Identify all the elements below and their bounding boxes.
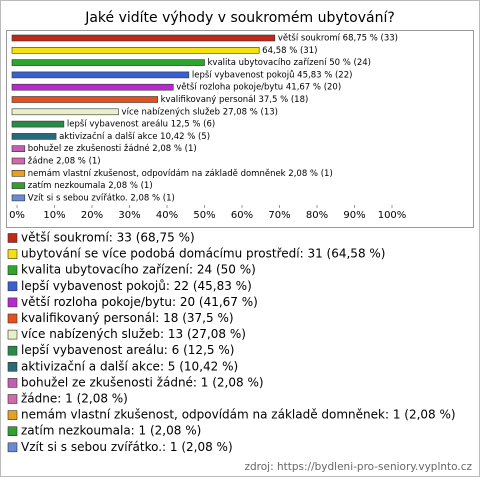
data-label: větší soukromí 68,75 % (33)	[278, 33, 398, 44]
bar	[11, 96, 158, 103]
legend-swatch	[7, 281, 18, 292]
legend-label: větší rozloha pokoje/bytu: 20 (41,67 %)	[21, 295, 258, 309]
legend-label: lepší vybavenost pokojů: 22 (45,83 %)	[21, 279, 252, 293]
bar	[11, 108, 119, 116]
legend-swatch	[7, 361, 18, 372]
data-label: větší rozloha pokoje/bytu 41,67 % (20)	[176, 82, 341, 93]
bar	[11, 71, 190, 79]
x-tick-label: 30%	[118, 210, 140, 221]
legend-swatch	[7, 442, 18, 453]
data-label: lepší vybavenost pokojů 45,83 % (22)	[192, 69, 353, 80]
x-tick-label: 20%	[81, 210, 103, 221]
x-tick-label: 50%	[193, 210, 215, 221]
legend-swatch	[7, 233, 18, 243]
legend-label: žádne: 1 (2,08 %)	[21, 392, 128, 406]
legend-label: Vzít si s sebou zvířátko.: 1 (2,08 %)	[21, 440, 233, 454]
x-tick-label: 100%	[378, 210, 407, 221]
bar	[11, 34, 276, 42]
data-label: žádne 2,08 % (1)	[28, 157, 101, 167]
legend-label: ubytování se více podobá domácímu prostř…	[21, 247, 385, 261]
legend-label: kvalita ubytovacího zařízení: 24 (50 %)	[21, 263, 256, 277]
data-label: kvalita ubytovacího zařízení 50 % (24)	[208, 58, 371, 68]
bar	[11, 133, 57, 140]
legend-label: nemám vlastní zkušenost, odpovídám na zá…	[21, 408, 456, 422]
legend-swatch	[7, 426, 18, 437]
bar	[11, 46, 260, 54]
data-label: zatím nezkoumala 2,08 % (1)	[28, 181, 153, 191]
legend-label: lepší vybavenost areálu: 6 (12,5 %)	[21, 343, 234, 357]
data-label: Vzít si s sebou zvířátko. 2,08 % (1)	[28, 193, 175, 203]
data-label: bohužel ze zkušenosti žádné 2,08 % (1)	[28, 143, 197, 154]
legend-label: bohužel ze zkušenosti žádné: 1 (2,08 %)	[21, 375, 264, 389]
x-tick-label: 80%	[306, 210, 328, 221]
data-label: aktivizační a další akce 10,42 % (5)	[59, 131, 210, 142]
data-label: lepší vybavenost areálu 12,5 % (6)	[67, 119, 215, 130]
source: zdroj: https://bydleni-pro-seniory.vypln…	[245, 461, 473, 473]
x-tick-label: 0%	[9, 210, 25, 221]
legend-swatch	[7, 313, 18, 324]
legend-label: zatím nezkoumala: 1 (2,08 %)	[21, 424, 201, 438]
data-label: nemám vlastní zkušenost, odpovídám na zá…	[28, 168, 333, 179]
x-tick-label: 60%	[231, 210, 253, 221]
legend-label: větší soukromí: 33 (68,75 %)	[21, 231, 195, 245]
x-tick-label: 40%	[156, 210, 178, 221]
plot-frame	[6, 30, 474, 228]
data-label: 64,58 % (31)	[262, 46, 317, 56]
legend-swatch	[7, 378, 18, 388]
x-tick-label: 10%	[43, 210, 65, 221]
bar	[11, 157, 26, 165]
bar	[11, 83, 174, 91]
legend-swatch	[7, 297, 18, 308]
legend-swatch	[7, 394, 18, 404]
bar	[11, 170, 26, 177]
data-label: více nabízených služeb 27,08 % (13)	[122, 107, 278, 117]
legend-label: aktivizační a další akce: 5 (10,42 %)	[21, 359, 238, 373]
bar	[11, 120, 65, 128]
legend-swatch	[7, 345, 18, 356]
x-tick-label: 70%	[268, 210, 290, 221]
bar	[11, 182, 26, 189]
chart-title: Jaké vidíte výhody v soukromém ubytování…	[84, 10, 395, 26]
bar	[11, 194, 26, 202]
legend-swatch	[7, 249, 18, 259]
legend-swatch	[7, 410, 18, 420]
legend-label: kvalifikovaný personál: 18 (37,5 %)	[21, 311, 234, 325]
legend-swatch	[7, 265, 18, 276]
bar	[11, 59, 205, 66]
legend-label: více nabízených služeb: 13 (27,08 %)	[21, 327, 246, 341]
bar	[11, 145, 26, 152]
data-label: kvalifikovaný personál 37,5 % (18)	[161, 95, 309, 105]
x-tick-label: 90%	[343, 210, 365, 221]
legend-swatch	[7, 329, 18, 340]
